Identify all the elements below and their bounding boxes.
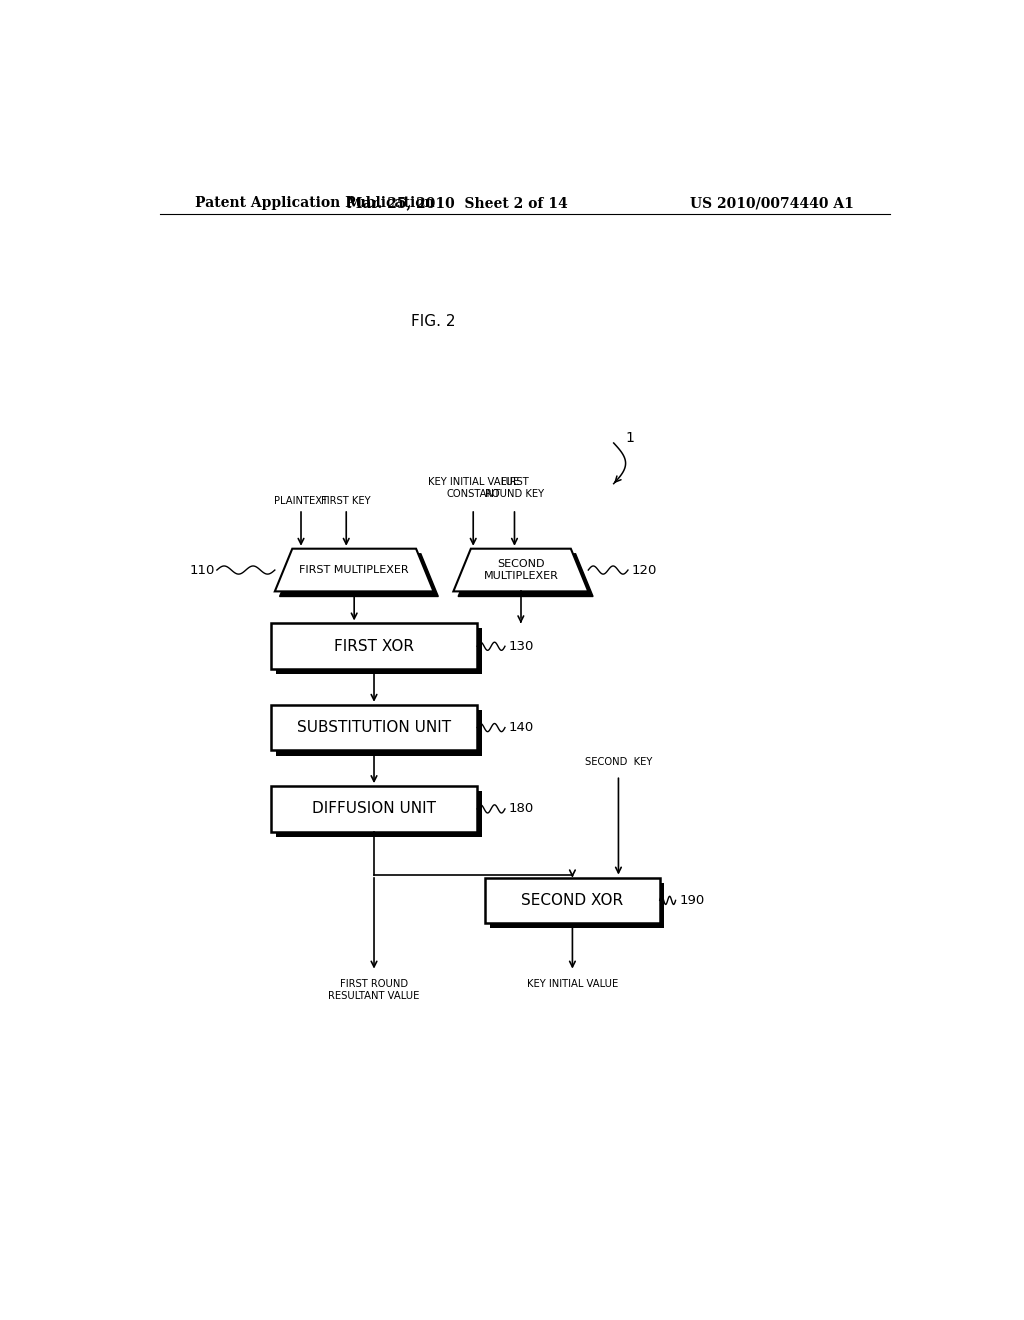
Text: FIRST
ROUND KEY: FIRST ROUND KEY xyxy=(485,478,544,499)
Polygon shape xyxy=(454,549,588,591)
Text: FIG. 2: FIG. 2 xyxy=(412,314,456,329)
Polygon shape xyxy=(280,554,438,597)
Text: FIRST MULTIPLEXER: FIRST MULTIPLEXER xyxy=(299,565,409,576)
Bar xyxy=(485,878,659,923)
Text: DIFFUSION UNIT: DIFFUSION UNIT xyxy=(312,801,436,816)
Text: 190: 190 xyxy=(680,894,705,907)
Text: FIRST KEY: FIRST KEY xyxy=(322,496,371,506)
Bar xyxy=(270,623,477,669)
Text: FIRST XOR: FIRST XOR xyxy=(334,639,414,653)
Text: SECOND XOR: SECOND XOR xyxy=(521,892,624,908)
Bar xyxy=(275,791,482,837)
Polygon shape xyxy=(274,549,433,591)
Text: SECOND
MULTIPLEXER: SECOND MULTIPLEXER xyxy=(483,560,558,581)
Text: 140: 140 xyxy=(509,721,535,734)
Text: KEY INITIAL VALUE
CONSTANT: KEY INITIAL VALUE CONSTANT xyxy=(428,478,519,499)
Text: 1: 1 xyxy=(625,430,634,445)
Text: KEY INITIAL VALUE: KEY INITIAL VALUE xyxy=(526,978,618,989)
Text: Patent Application Publication: Patent Application Publication xyxy=(196,197,435,210)
Bar xyxy=(489,883,665,928)
Bar xyxy=(270,785,477,832)
Text: 130: 130 xyxy=(509,640,535,653)
Polygon shape xyxy=(458,554,593,597)
Text: FIRST ROUND
RESULTANT VALUE: FIRST ROUND RESULTANT VALUE xyxy=(329,978,420,1001)
Bar xyxy=(270,705,477,751)
Text: Mar. 25, 2010  Sheet 2 of 14: Mar. 25, 2010 Sheet 2 of 14 xyxy=(347,197,567,210)
Text: PLAINTEXT: PLAINTEXT xyxy=(274,496,328,506)
Bar xyxy=(275,710,482,755)
Text: US 2010/0074440 A1: US 2010/0074440 A1 xyxy=(690,197,854,210)
Text: 180: 180 xyxy=(509,803,535,816)
Text: 110: 110 xyxy=(189,564,215,577)
Text: SUBSTITUTION UNIT: SUBSTITUTION UNIT xyxy=(297,721,452,735)
Bar xyxy=(275,628,482,675)
Text: 120: 120 xyxy=(632,564,657,577)
Text: SECOND  KEY: SECOND KEY xyxy=(585,758,652,767)
